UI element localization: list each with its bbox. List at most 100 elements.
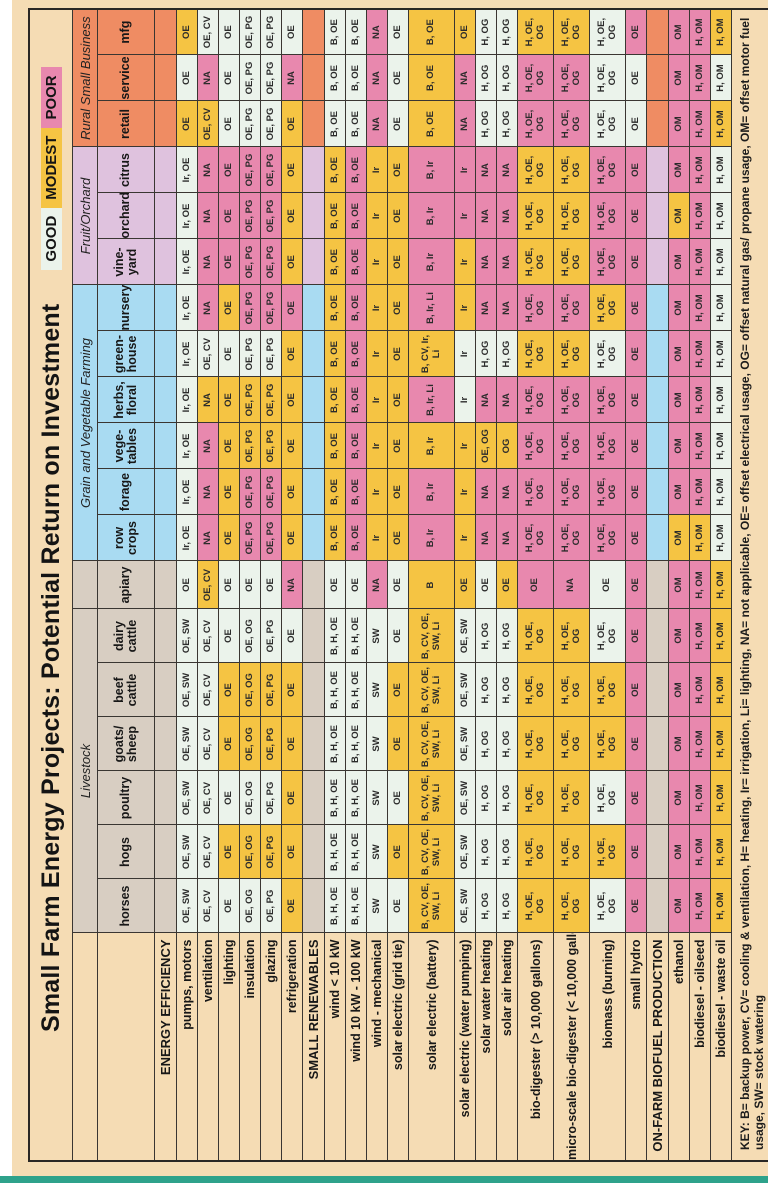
section-spacer-cell xyxy=(154,101,177,147)
grid-cell: OE, PG xyxy=(260,879,282,933)
grid-cell: H, OE, OG xyxy=(553,377,590,423)
grid-cell: H, OE, OG xyxy=(553,8,590,55)
grid-cell: OE xyxy=(281,879,303,933)
grid-cell: Ir xyxy=(454,331,476,377)
grid-cell: OE, PG xyxy=(260,239,282,285)
grid-cell: OE, OG xyxy=(239,771,261,825)
grid-cell: OM xyxy=(668,101,690,147)
grid-cell: SW xyxy=(366,717,388,771)
column-header-horses: horses xyxy=(97,879,155,933)
grid-cell: OE, SW xyxy=(454,717,476,771)
grid-cell: Ir xyxy=(366,377,388,423)
grid-cell: OE, CV xyxy=(197,561,219,609)
grid-cell: H, OG xyxy=(475,771,497,825)
grid-cell: Ir, OE xyxy=(176,377,198,423)
grid-cell: H, OE, OG xyxy=(553,55,590,101)
grid-cell: OE xyxy=(625,101,647,147)
grid-cell: Ir, OE xyxy=(176,423,198,469)
grid-cell: H, OG xyxy=(475,663,497,717)
column-header-mfg: mfg xyxy=(97,8,155,55)
table-row: biomass (burning) H, OE, OG H, OE, OG H, OE… xyxy=(589,8,626,1161)
key-row: KEY: B= backup power, CV= cooling & vent… xyxy=(731,8,768,1161)
grid-cell: OE, PG xyxy=(239,239,261,285)
grid-cell: OE, PG xyxy=(260,771,282,825)
grid-cell: H, OE, OG xyxy=(517,239,554,285)
grid-cell: B, Ir xyxy=(408,423,455,469)
grid-cell: Ir, OE xyxy=(176,285,198,331)
grid-cell: SW xyxy=(366,879,388,933)
grid-cell: OM xyxy=(668,561,690,609)
grid-cell: OE xyxy=(387,55,409,101)
grid-cell: H, OM xyxy=(710,377,732,423)
grid-cell: B, OE xyxy=(345,377,367,423)
grid-cell: OE, PG xyxy=(239,377,261,423)
grid-cell: OE xyxy=(625,8,647,55)
grid-cell: H, OE, OG xyxy=(589,193,626,239)
section-spacer-cell xyxy=(154,561,177,609)
row-label: biodiesel - waste oil xyxy=(710,933,732,1161)
grid-cell: OE xyxy=(625,609,647,663)
grid-cell: H, OM xyxy=(710,771,732,825)
grid-cell: OE, PG xyxy=(260,609,282,663)
grid-cell: OE xyxy=(281,825,303,879)
grid-cell: OE, OG xyxy=(239,879,261,933)
column-header-citrus: citrus xyxy=(97,147,155,193)
grid-cell: OE xyxy=(281,423,303,469)
column-header-herbs-floral: herbs, floral xyxy=(97,377,155,423)
grid-cell: NA xyxy=(475,147,497,193)
grid-cell: OE, PG xyxy=(260,101,282,147)
grid-cell: OE xyxy=(625,55,647,101)
grid-cell: OE, SW xyxy=(176,663,198,717)
grid-cell: B, Ir xyxy=(408,469,455,515)
row-label: biomass (burning) xyxy=(589,933,626,1161)
grid-cell: NA xyxy=(366,8,388,55)
section-spacer-cell xyxy=(302,663,325,717)
grid-cell: OE, SW xyxy=(454,879,476,933)
grid-cell: OM xyxy=(668,663,690,717)
grid-cell: OE xyxy=(218,377,240,423)
grid-cell: OM xyxy=(668,377,690,423)
grid-cell: H, OM xyxy=(689,285,711,331)
section-spacer-cell xyxy=(646,469,669,515)
section-spacer-cell xyxy=(154,377,177,423)
table-row: biodiesel - oilseed H, OM H, OM H, OM H, OM H… xyxy=(689,8,711,1161)
grid-cell: H, OM xyxy=(710,193,732,239)
roi-table: Small Farm Energy Projects: Potential Re… xyxy=(28,7,768,1162)
grid-cell: OE, PG xyxy=(260,515,282,561)
grid-cell: NA xyxy=(281,561,303,609)
grid-cell: H, OE, OG xyxy=(589,423,626,469)
grid-cell: B, H, OE xyxy=(324,825,346,879)
section-spacer-cell xyxy=(154,8,177,55)
grid-cell: B, CV, OE, SW, Li xyxy=(408,879,455,933)
table-row: glazing OE, PG OE, PG OE, PG OE, PG OE, PG OE,… xyxy=(260,8,282,1161)
grid-cell: B, OE xyxy=(345,423,367,469)
grid-cell: OM xyxy=(668,331,690,377)
grid-cell: OE, PG xyxy=(260,663,282,717)
grid-cell: H, OE, OG xyxy=(553,423,590,469)
grid-cell: B, H, OE xyxy=(324,663,346,717)
grid-cell: OE xyxy=(218,239,240,285)
grid-cell: H, OM xyxy=(710,825,732,879)
grid-cell: H, OE, OG xyxy=(589,239,626,285)
row-label: refrigeration xyxy=(281,933,303,1161)
grid-cell: B, OE xyxy=(324,285,346,331)
section-spacer-cell xyxy=(154,717,177,771)
row-label: solar electric (water pumping) xyxy=(454,933,476,1161)
section-spacer-cell xyxy=(646,609,669,663)
grid-cell: OE xyxy=(387,193,409,239)
grid-cell: H, OG xyxy=(475,8,497,55)
table-row: insulation OE, OG OE, OG OE, OG OE, OG OE, OG… xyxy=(239,8,261,1161)
grid-cell: H, OE, OG xyxy=(553,879,590,933)
column-header-vine-yard: vine- yard xyxy=(97,239,155,285)
grid-cell: H, OE, OG xyxy=(553,101,590,147)
grid-cell: H, OM xyxy=(689,147,711,193)
section-spacer-cell xyxy=(302,331,325,377)
section-spacer-cell xyxy=(302,609,325,663)
grid-cell: OE xyxy=(387,331,409,377)
grid-cell: OE, PG xyxy=(260,469,282,515)
grid-cell: H, OE, OG xyxy=(553,825,590,879)
grid-cell: B, OE xyxy=(345,147,367,193)
grid-cell: OE xyxy=(218,101,240,147)
grid-cell: B, OE xyxy=(408,55,455,101)
row-label: lighting xyxy=(218,933,240,1161)
